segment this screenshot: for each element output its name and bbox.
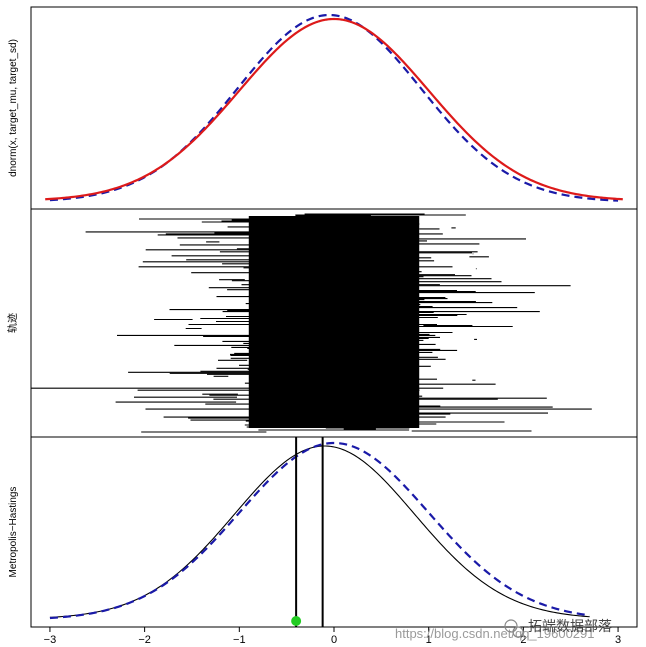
top-dashed-density-line: [49, 13, 619, 202]
wechat-icon: [504, 619, 524, 638]
x-axis: −3 −2 −1 0 1 2 3: [44, 627, 621, 646]
top-ylabel: dnorm(x, target_mu, target_sd): [8, 39, 19, 177]
top-solid-density-line: [45, 17, 623, 201]
watermark-url: https://blog.csdn.net/qq_19600291: [395, 626, 595, 641]
x-tick-label: 3: [615, 634, 621, 646]
x-tick-label: 1: [426, 634, 432, 646]
x-tick-label: 2: [520, 634, 526, 646]
x-tick-label: −3: [44, 634, 57, 646]
bottom-green-point: [291, 616, 302, 626]
trace-lines: [31, 213, 592, 433]
bottom-panel-frame: [30, 436, 638, 628]
watermark-brand: 拓端数据部落: [528, 618, 612, 634]
bottom-ylabel: Metropolis−Hastings: [8, 487, 19, 578]
bottom-dashed-density-line: [49, 441, 590, 620]
x-tick-label: −1: [233, 634, 246, 646]
trace-core: [248, 216, 420, 428]
middle-ylabel: 轨迹: [6, 313, 19, 333]
bottom-solid-density-line: [49, 445, 590, 618]
x-tick-label: 0: [331, 634, 337, 646]
top-panel-frame: [30, 6, 638, 210]
x-tick-label: −2: [138, 634, 151, 646]
